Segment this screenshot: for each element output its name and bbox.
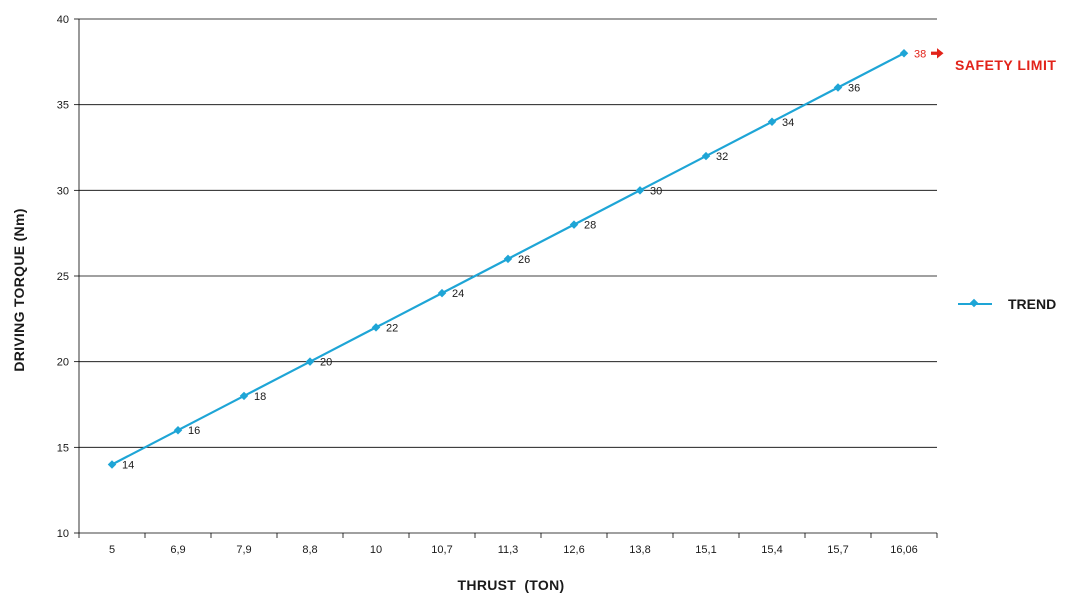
y-tick-label: 25 xyxy=(57,271,69,283)
data-label: 28 xyxy=(584,220,596,232)
data-point xyxy=(107,460,117,469)
y-tick-labels: 10 15 20 25 30 35 40 xyxy=(57,14,69,540)
data-point xyxy=(239,391,249,401)
data-label: 14 xyxy=(122,459,134,471)
x-tick-label: 12,6 xyxy=(563,544,584,556)
y-tick-label: 15 xyxy=(57,442,69,454)
x-tick-label: 16,06 xyxy=(890,544,918,556)
x-tick-label: 15,4 xyxy=(761,544,782,556)
y-tick-label: 30 xyxy=(57,185,69,197)
data-label: 20 xyxy=(320,357,332,369)
x-tick-label: 15,1 xyxy=(695,544,716,556)
data-point xyxy=(305,357,315,366)
x-axis-title: THRUST (TON) xyxy=(457,577,565,593)
data-label: 34 xyxy=(782,117,794,129)
data-label: 18 xyxy=(254,391,266,403)
data-label: 22 xyxy=(386,322,398,334)
data-point xyxy=(173,425,183,435)
x-tick-label: 15,7 xyxy=(827,544,848,556)
x-tick-label: 7,9 xyxy=(236,544,251,556)
x-tick-label: 6,9 xyxy=(170,544,185,556)
y-axis-title: DRIVING TORQUE (Nm) xyxy=(11,208,27,372)
x-tick-label: 5 xyxy=(109,544,115,556)
safety-limit-annotation: SAFETY LIMIT xyxy=(955,57,1057,73)
data-label: 32 xyxy=(716,151,728,163)
legend-label-trend: TREND xyxy=(1008,296,1057,312)
legend: TREND xyxy=(958,296,1056,312)
data-point xyxy=(437,288,447,298)
x-tick-label: 13,8 xyxy=(629,544,650,556)
x-tick-label: 11,3 xyxy=(498,544,519,556)
data-label: 36 xyxy=(848,83,860,95)
y-tick-label: 20 xyxy=(57,357,69,369)
data-point xyxy=(899,49,909,58)
data-point xyxy=(701,151,711,161)
data-labels: 14 16 18 20 22 24 26 28 30 32 34 36 38 xyxy=(122,48,944,471)
x-tick-label: 8,8 xyxy=(302,544,317,556)
data-label: 38 xyxy=(914,48,926,60)
legend-swatch-trend xyxy=(958,297,992,311)
data-point xyxy=(503,254,513,264)
data-point xyxy=(635,186,645,195)
data-point xyxy=(833,83,843,92)
grid-lines xyxy=(79,18,937,448)
data-label: 30 xyxy=(650,185,662,197)
data-point xyxy=(767,117,777,127)
x-tick-label: 10 xyxy=(370,544,382,556)
series-trend xyxy=(107,49,909,469)
data-label: 24 xyxy=(452,288,464,300)
data-point xyxy=(371,323,381,332)
axes xyxy=(74,18,938,538)
y-tick-label: 35 xyxy=(57,100,69,112)
x-tick-labels: 5 6,9 7,9 8,8 10 10,7 11,3 12,6 13,8 15,1 15,4 15,7… xyxy=(109,544,918,556)
y-tick-label: 40 xyxy=(57,14,69,26)
arrow-right-icon xyxy=(931,48,944,59)
data-label: 16 xyxy=(188,425,200,437)
data-label: 26 xyxy=(518,254,530,266)
data-point xyxy=(569,220,579,229)
x-tick-label: 10,7 xyxy=(431,544,452,556)
y-tick-label: 10 xyxy=(57,528,69,540)
